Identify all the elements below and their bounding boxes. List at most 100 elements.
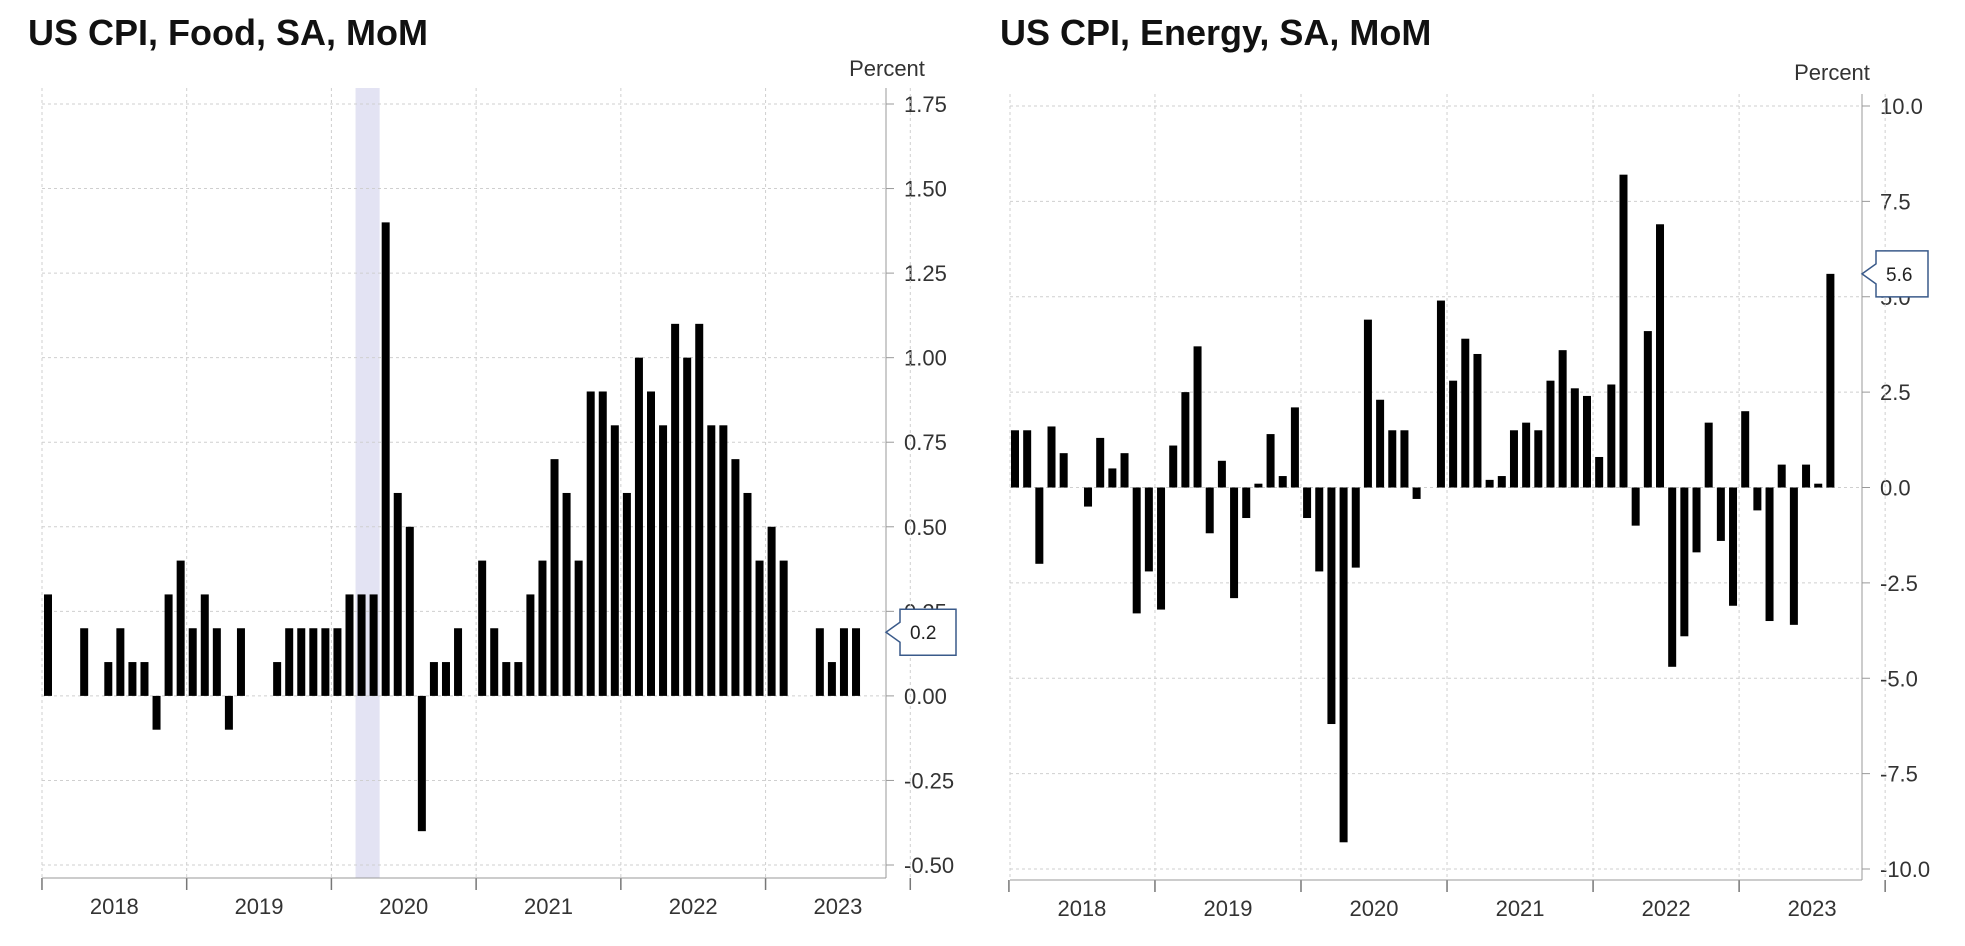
energy-bar: [1461, 338, 1470, 488]
energy-ytick-label: -7.5: [1880, 762, 1918, 787]
energy-bar: [1582, 395, 1591, 488]
energy-bar: [1765, 487, 1774, 622]
energy-bar: [1303, 487, 1312, 519]
food-bar: [827, 662, 836, 696]
energy-bar: [1449, 380, 1458, 488]
energy-bar: [1826, 273, 1835, 488]
energy-bar: [1157, 487, 1166, 610]
food-bar: [755, 560, 764, 696]
energy-bar: [1680, 487, 1689, 637]
energy-bar: [1023, 430, 1032, 488]
energy-xtick-label: 2019: [1203, 896, 1252, 921]
food-bar: [152, 695, 161, 730]
food-xtick-label: 2020: [379, 894, 428, 919]
food-ytick-label: 1.25: [904, 261, 947, 286]
energy-bar: [1035, 487, 1044, 564]
energy-bar: [1412, 487, 1421, 499]
energy-bar: [1400, 430, 1409, 488]
food-bar: [454, 628, 463, 696]
energy-ytick-label: 10.0: [1880, 94, 1923, 119]
food-xtick-label: 2023: [813, 894, 862, 919]
energy-bar: [1096, 437, 1105, 488]
energy-bar: [1789, 487, 1798, 625]
energy-last-value-label: 5.6: [1886, 265, 1912, 286]
food-bar: [610, 425, 619, 696]
food-xtick-label: 2022: [669, 894, 718, 919]
energy-bar: [1266, 434, 1275, 488]
food-bar: [586, 391, 595, 696]
food-bar: [671, 323, 680, 696]
food-bar: [719, 425, 728, 696]
food-bar: [273, 662, 282, 696]
energy-chart-title: US CPI, Energy, SA, MoM: [1000, 12, 1432, 53]
food-bar: [164, 594, 173, 696]
food-bar: [128, 662, 137, 696]
food-bar: [236, 628, 245, 696]
energy-bar: [1230, 487, 1239, 599]
food-bar: [44, 594, 52, 696]
energy-bar: [1193, 346, 1202, 488]
energy-bar: [1692, 487, 1701, 553]
food-ytick-label: 1.00: [904, 346, 947, 371]
energy-ytick-label: 2.5: [1880, 380, 1911, 405]
food-bar: [647, 391, 655, 696]
energy-chart-panel: US CPI, Energy, SA, MoM -10.0 -7.5 -5.0 -2.…: [990, 0, 1965, 946]
food-bar: [321, 628, 330, 696]
energy-bar: [1011, 430, 1019, 488]
food-ytick-label: -0.25: [904, 768, 954, 793]
food-bar: [333, 628, 342, 696]
energy-bar: [1290, 407, 1299, 488]
energy-bar: [1631, 487, 1640, 526]
energy-bar: [1315, 487, 1324, 572]
food-bar: [502, 662, 511, 696]
food-bar: [514, 662, 523, 696]
food-bar: [659, 425, 668, 696]
energy-bar: [1388, 430, 1397, 488]
energy-bar: [1509, 430, 1518, 488]
food-xtick-label: 2019: [235, 894, 284, 919]
energy-bar: [1716, 487, 1725, 541]
food-bar: [285, 628, 294, 696]
energy-bar: [1181, 392, 1190, 488]
energy-ytick-label: -5.0: [1880, 666, 1918, 691]
food-bar: [140, 662, 149, 696]
energy-bar: [1376, 399, 1385, 488]
energy-bar: [1656, 224, 1665, 488]
energy-bar: [1278, 476, 1287, 488]
food-bar: [683, 357, 692, 696]
food-bar: [417, 695, 426, 832]
energy-bar: [1351, 487, 1360, 568]
energy-bar: [1217, 460, 1226, 488]
food-bar: [852, 628, 861, 696]
energy-bar: [1619, 174, 1628, 488]
food-bar: [779, 560, 788, 696]
energy-xtick-label: 2018: [1057, 896, 1106, 921]
energy-bar: [1814, 483, 1823, 488]
energy-bar: [1534, 430, 1543, 488]
energy-bar: [1485, 479, 1494, 488]
energy-bar: [1047, 426, 1056, 488]
energy-bar: [1704, 422, 1713, 488]
food-bar: [176, 560, 185, 696]
food-ytick-label: 1.50: [904, 177, 947, 202]
energy-bar: [1473, 353, 1482, 488]
energy-bar: [1607, 384, 1616, 488]
food-bar: [767, 526, 776, 696]
food-last-value-callout: [884, 608, 957, 656]
energy-bar: [1108, 468, 1117, 488]
energy-ytick-label: 7.5: [1880, 189, 1911, 214]
food-ytick-label: 0.00: [904, 684, 947, 709]
energy-bar: [1753, 487, 1762, 511]
food-bar: [393, 492, 402, 696]
energy-bar: [1339, 487, 1348, 843]
food-bar: [622, 492, 631, 696]
food-bar: [357, 594, 366, 696]
energy-bar: [1132, 487, 1141, 614]
food-ytick-label: -0.50: [904, 853, 954, 878]
food-bar: [743, 492, 752, 696]
energy-bar: [1242, 487, 1251, 519]
food-bar: [839, 628, 848, 696]
energy-chart-plot: -10.0-7.5-5.0-2.50.02.55.07.510.02018201…: [1008, 60, 1930, 921]
food-chart-plot: -0.50-0.250.000.250.500.751.001.251.501.…: [41, 56, 957, 919]
food-bar: [345, 594, 354, 696]
